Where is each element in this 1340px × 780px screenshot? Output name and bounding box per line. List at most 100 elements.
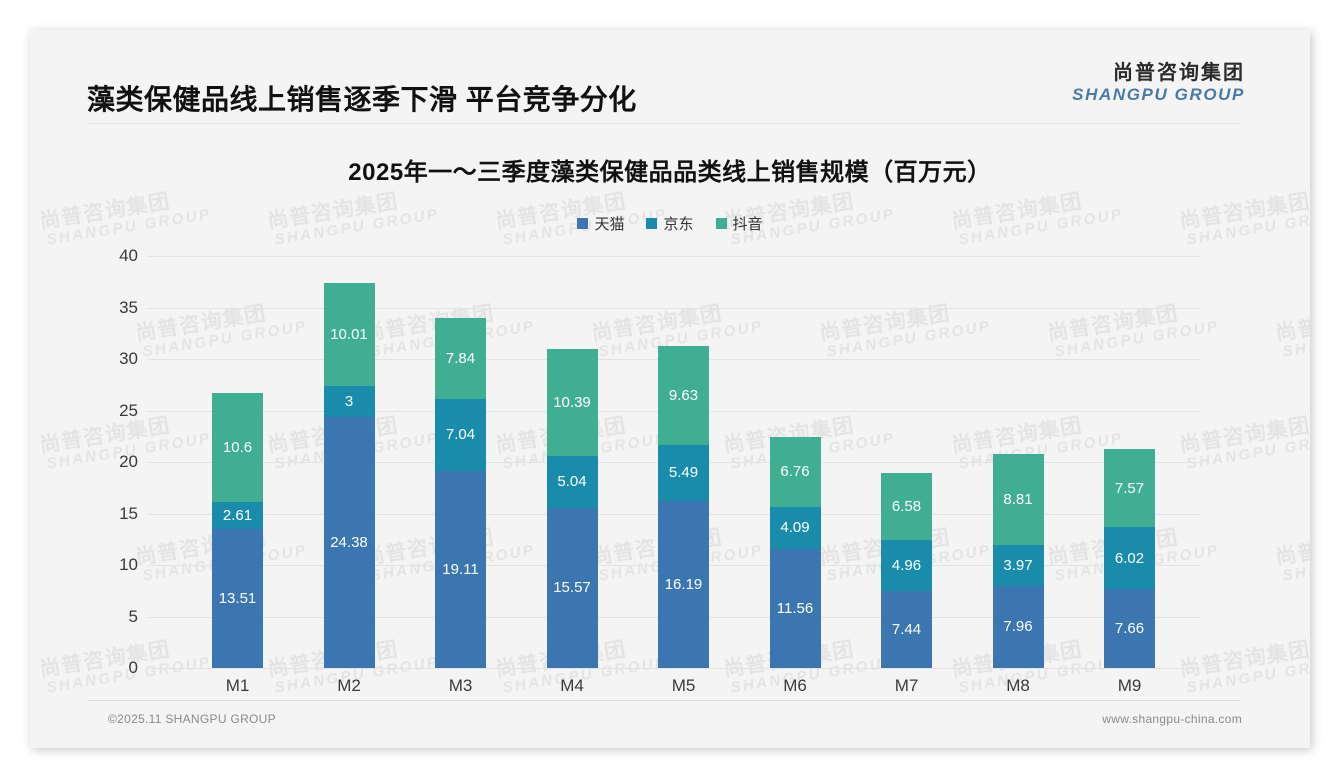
bar-segment-天猫[interactable]: 19.11 <box>435 471 486 668</box>
chart-legend: 天猫 京东 抖音 <box>30 213 1310 234</box>
bar-segment-抖音[interactable]: 8.81 <box>992 454 1044 546</box>
bar-value-label: 7.44 <box>891 621 922 639</box>
y-gridline <box>148 256 1200 257</box>
bar-segment-京东[interactable]: 4.96 <box>881 540 932 592</box>
bar-value-label: 10.39 <box>553 393 591 411</box>
bar-value-label: 6.02 <box>1114 549 1145 567</box>
bar-segment-京东[interactable]: 6.02 <box>1104 527 1155 590</box>
bar-value-label: 16.19 <box>664 576 703 594</box>
legend-item-抖音[interactable]: 抖音 <box>715 213 763 234</box>
bar-value-label: 19.11 <box>442 561 479 579</box>
y-gridline <box>148 307 1200 309</box>
bar-segment-天猫[interactable]: 15.57 <box>546 507 598 668</box>
header-divider <box>87 123 1241 124</box>
bar-value-label: 15.57 <box>553 579 591 597</box>
bar-value-label: 4.09 <box>780 519 810 537</box>
slide-header: 藻类保健品线上销售逐季下滑 平台竞争分化 尚普咨询集团 SHANGPU GROU… <box>30 30 1310 123</box>
y-axis-tick-label: 35 <box>119 297 138 317</box>
x-axis-tick-label: M7 <box>894 676 919 695</box>
x-axis-tick-label: M9 <box>1117 676 1142 695</box>
stacked-bar[interactable]: 24.38 3 10.01 <box>323 256 375 668</box>
legend-item-京东[interactable]: 京东 <box>646 213 694 234</box>
bar-segment-天猫[interactable]: 11.56 <box>769 548 821 668</box>
bar-segment-抖音[interactable]: 7.57 <box>1104 449 1155 528</box>
y-axis-tick-label: 0 <box>128 658 138 677</box>
y-axis-tick-label: 5 <box>128 606 138 626</box>
x-axis-tick-label: M3 <box>448 676 473 695</box>
bar-segment-天猫[interactable]: 7.96 <box>992 586 1044 668</box>
bar-value-label: 3.97 <box>1003 557 1033 575</box>
stacked-bar[interactable]: 7.66 6.02 7.57 <box>1104 256 1155 668</box>
y-axis-tick-label: 15 <box>119 503 138 523</box>
bar-segment-京东[interactable]: 5.49 <box>658 444 709 502</box>
bar-value-label: 13.51 <box>218 589 257 607</box>
bar-segment-京东[interactable]: 5.04 <box>546 455 598 508</box>
bar-segment-京东[interactable]: 4.09 <box>769 506 821 549</box>
bar-value-label: 5.04 <box>557 473 587 491</box>
bar-segment-天猫[interactable]: 16.19 <box>658 501 709 668</box>
brand-logo-en: SHANGPU GROUP <box>1072 85 1245 104</box>
bar-value-label: 5.49 <box>668 464 699 482</box>
stacked-bar[interactable]: 7.44 4.96 6.58 <box>881 256 932 668</box>
stacked-bar[interactable]: 13.51 2.61 10.6 <box>212 256 263 668</box>
bar-segment-天猫[interactable]: 24.38 <box>323 416 375 668</box>
stacked-bar[interactable]: 19.11 7.04 7.84 <box>435 256 486 668</box>
bar-segment-抖音[interactable]: 6.76 <box>769 437 821 507</box>
page-title: 藻类保健品线上销售逐季下滑 平台竞争分化 <box>87 84 637 115</box>
bar-segment-抖音[interactable]: 10.6 <box>212 392 263 502</box>
legend-swatch-icon <box>646 218 658 229</box>
bar-value-label: 7.04 <box>445 426 476 444</box>
brand-logo: 尚普咨询集团 SHANGPU GROUP <box>1072 62 1245 105</box>
legend-item-天猫[interactable]: 天猫 <box>577 213 624 234</box>
legend-swatch-icon <box>715 218 727 229</box>
bar-value-label: 10.6 <box>222 438 253 456</box>
stacked-bar[interactable]: 7.96 3.97 8.81 <box>992 256 1044 668</box>
y-axis-tick-label: 30 <box>119 349 138 368</box>
bar-segment-天猫[interactable]: 7.44 <box>881 591 932 668</box>
bar-segment-抖音[interactable]: 7.84 <box>435 317 486 399</box>
y-gridline <box>148 668 1200 669</box>
legend-label: 抖音 <box>732 216 763 233</box>
bar-value-label: 10.01 <box>330 325 368 343</box>
bar-segment-京东[interactable]: 3.97 <box>992 545 1044 586</box>
legend-swatch-icon <box>577 218 589 229</box>
x-axis-tick-label: M6 <box>783 676 807 695</box>
bar-value-label: 7.57 <box>1114 479 1145 497</box>
y-axis-tick-label: 20 <box>119 452 138 471</box>
y-axis-tick-label: 10 <box>119 555 138 574</box>
bar-segment-抖音[interactable]: 10.39 <box>546 348 598 456</box>
bar-value-label: 2.61 <box>222 506 253 524</box>
footer-website: www.shangpu-china.com <box>1102 712 1242 726</box>
x-axis-tick-label: M2 <box>337 676 361 695</box>
bar-segment-京东[interactable]: 2.61 <box>212 501 263 529</box>
stacked-bar[interactable]: 15.57 5.04 10.39 <box>546 256 598 668</box>
stacked-bar[interactable]: 11.56 4.09 6.76 <box>769 256 821 668</box>
bar-value-label: 24.38 <box>330 533 368 551</box>
x-axis-tick-label: M8 <box>1006 676 1030 695</box>
bar-segment-抖音[interactable]: 6.58 <box>881 472 932 541</box>
chart-title: 2025年一～三季度藻类保健品品类线上销售规模（百万元） <box>348 159 992 186</box>
bar-value-label: 6.76 <box>780 463 810 481</box>
footer-copyright: ©2025.11 SHANGPU GROUP <box>108 712 276 726</box>
chart-plot-area: 0 5 10 15 20 25 30 35 40 13.51 2.61 10.6 M1 24.38 3 10.… <box>30 30 1310 748</box>
bar-value-label: 7.66 <box>1114 620 1145 638</box>
bar-value-label: 8.81 <box>1003 491 1033 509</box>
legend-label: 京东 <box>663 216 694 233</box>
x-axis-tick-label: M4 <box>560 676 584 695</box>
bar-segment-抖音[interactable]: 10.01 <box>323 282 375 386</box>
stacked-bar[interactable]: 16.19 5.49 9.63 <box>658 256 709 668</box>
x-axis-tick-label: M5 <box>671 676 696 695</box>
bar-value-label: 6.58 <box>891 497 922 515</box>
footer-divider <box>87 700 1241 701</box>
bar-value-label: 7.84 <box>445 349 476 367</box>
slide-panel: 尚普咨询集团 SHANGPU GROUP 尚普咨询集团 SHANGPU GROUP 尚普… <box>30 30 1310 748</box>
bar-segment-抖音[interactable]: 9.63 <box>658 345 709 445</box>
bar-segment-京东[interactable]: 7.04 <box>435 398 486 472</box>
bar-segment-京东[interactable]: 3 <box>323 385 375 417</box>
bar-value-label: 3 <box>344 392 354 410</box>
bar-segment-天猫[interactable]: 7.66 <box>1104 589 1155 668</box>
x-axis-tick-label: M1 <box>225 676 250 695</box>
bar-value-label: 7.96 <box>1003 618 1033 636</box>
legend-label: 天猫 <box>594 216 625 233</box>
bar-segment-天猫[interactable]: 13.51 <box>212 528 263 668</box>
